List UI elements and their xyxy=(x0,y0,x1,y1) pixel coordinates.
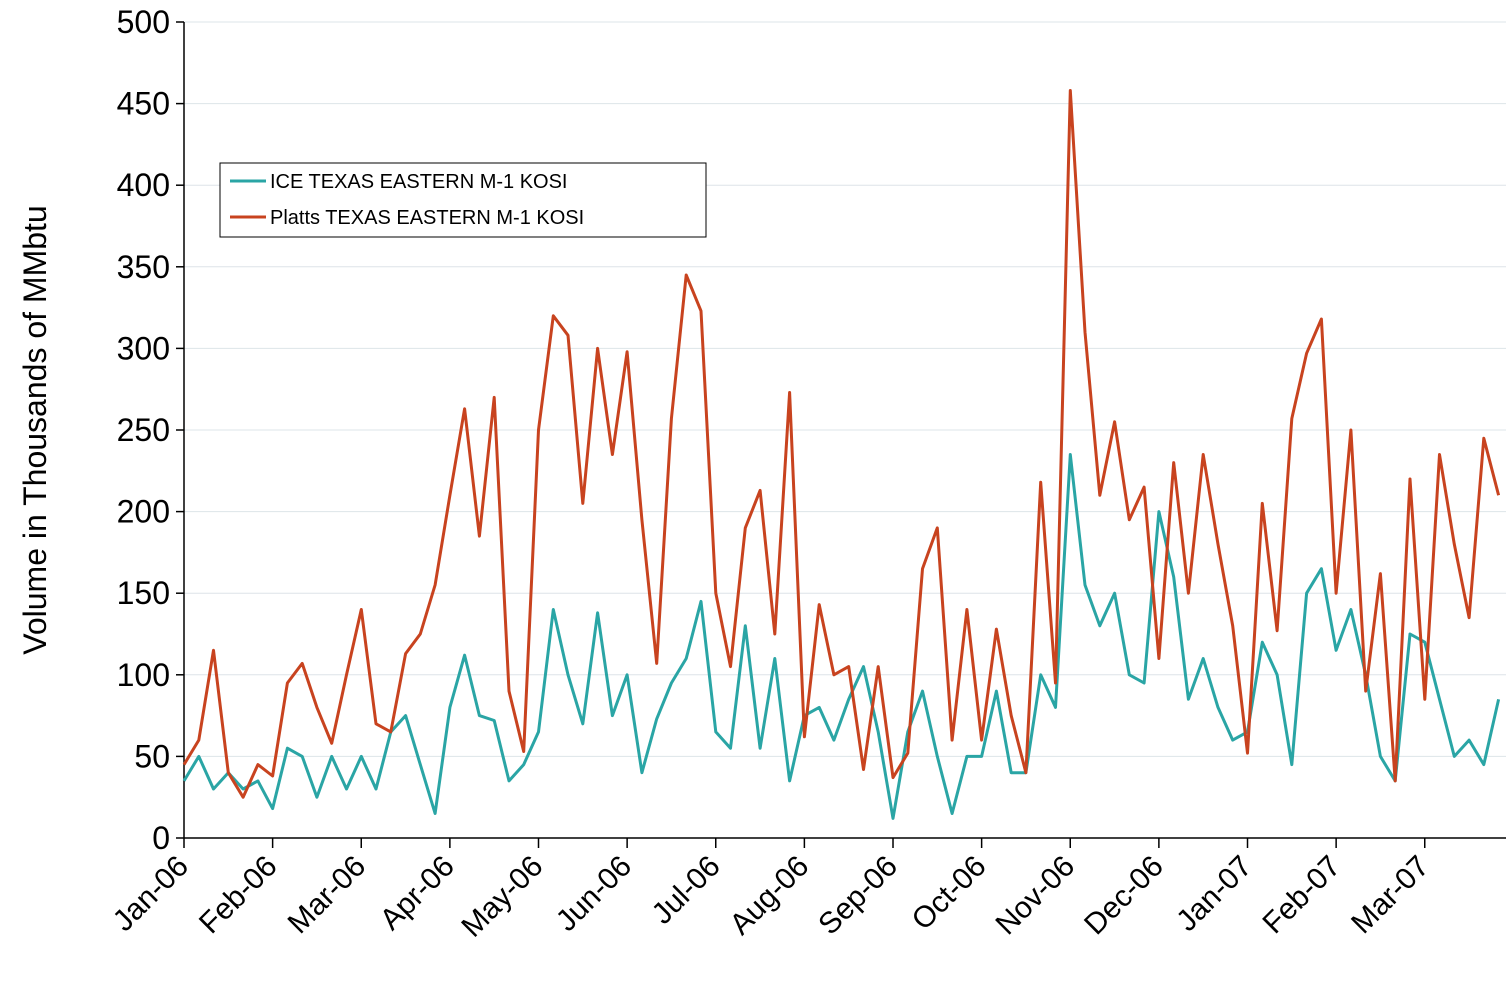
y-tick-label: 50 xyxy=(134,738,170,774)
x-tick-label: Feb-06 xyxy=(193,850,284,941)
x-tick-label: Apr-06 xyxy=(374,850,461,937)
x-tick-label: Jan-06 xyxy=(107,850,195,938)
y-tick-label: 0 xyxy=(152,820,170,856)
y-tick-label: 350 xyxy=(117,249,170,285)
y-tick-label: 100 xyxy=(117,657,170,693)
x-tick-label: Sep-06 xyxy=(812,850,904,942)
y-tick-label: 150 xyxy=(117,575,170,611)
x-tick-label: Feb-07 xyxy=(1257,850,1348,941)
y-tick-label: 200 xyxy=(117,494,170,530)
y-tick-label: 500 xyxy=(117,4,170,40)
x-tick-label: Aug-06 xyxy=(724,850,816,942)
x-tick-label: Nov-06 xyxy=(989,850,1081,942)
series-line xyxy=(182,89,1501,799)
legend-box xyxy=(219,162,707,238)
x-tick-label: Jan-07 xyxy=(1170,850,1258,938)
x-tick-label: Jun-06 xyxy=(550,850,638,938)
y-tick-label: 250 xyxy=(117,412,170,448)
legend-label: Platts TEXAS EASTERN M-1 KOSI xyxy=(270,207,584,229)
x-tick-label: Mar-07 xyxy=(1345,850,1436,941)
x-tick-label: Dec-06 xyxy=(1078,850,1170,942)
x-tick-label: May-06 xyxy=(455,850,549,944)
x-tick-label: Mar-06 xyxy=(282,850,373,941)
legend-label: ICE TEXAS EASTERN M-1 KOSI xyxy=(270,171,567,193)
legend: ICE TEXAS EASTERN M-1 KOSI Platts TEXAS E… xyxy=(219,162,707,238)
y-tick-label: 450 xyxy=(117,86,170,122)
x-tick-label: Jul-06 xyxy=(646,850,727,931)
series-line xyxy=(182,453,1501,820)
y-axis-title: Volume in Thousands of MMbtu xyxy=(17,205,53,654)
y-tick-label: 400 xyxy=(117,167,170,203)
y-tick-label: 300 xyxy=(117,330,170,366)
x-tick-label: Oct-06 xyxy=(906,850,993,937)
